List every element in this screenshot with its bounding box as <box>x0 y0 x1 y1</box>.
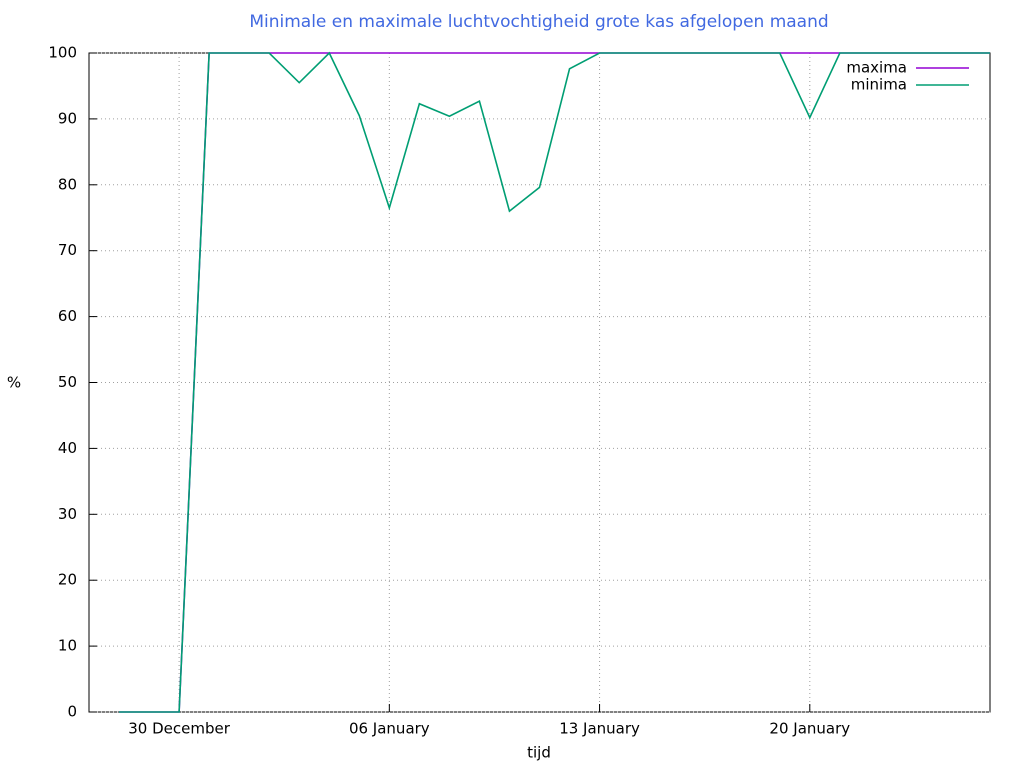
y-axis-label: % <box>7 374 21 392</box>
y-tick-label: 80 <box>58 175 77 193</box>
legend-label: minima <box>851 76 907 94</box>
y-tick-label: 10 <box>58 637 77 655</box>
x-tick-label: 20 January <box>769 720 850 738</box>
chart-title: Minimale en maximale luchtvochtigheid gr… <box>249 12 828 32</box>
y-tick-label: 100 <box>48 44 77 62</box>
y-tick-label: 30 <box>58 505 77 523</box>
y-tick-label: 50 <box>58 373 77 391</box>
y-tick-label: 70 <box>58 241 77 259</box>
x-tick-label: 13 January <box>559 720 640 738</box>
x-axis-label: tijd <box>527 744 551 762</box>
y-tick-label: 60 <box>58 307 77 325</box>
y-tick-label: 90 <box>58 109 77 127</box>
y-tick-label: 20 <box>58 571 77 589</box>
plot-frame <box>88 52 991 713</box>
y-tick-label: 40 <box>58 439 77 457</box>
legend-label: maxima <box>846 59 907 77</box>
y-tick-label: 0 <box>67 703 77 721</box>
x-tick-label: 06 January <box>349 720 430 738</box>
data-line <box>119 51 990 713</box>
x-tick-label: 30 December <box>128 720 230 738</box>
